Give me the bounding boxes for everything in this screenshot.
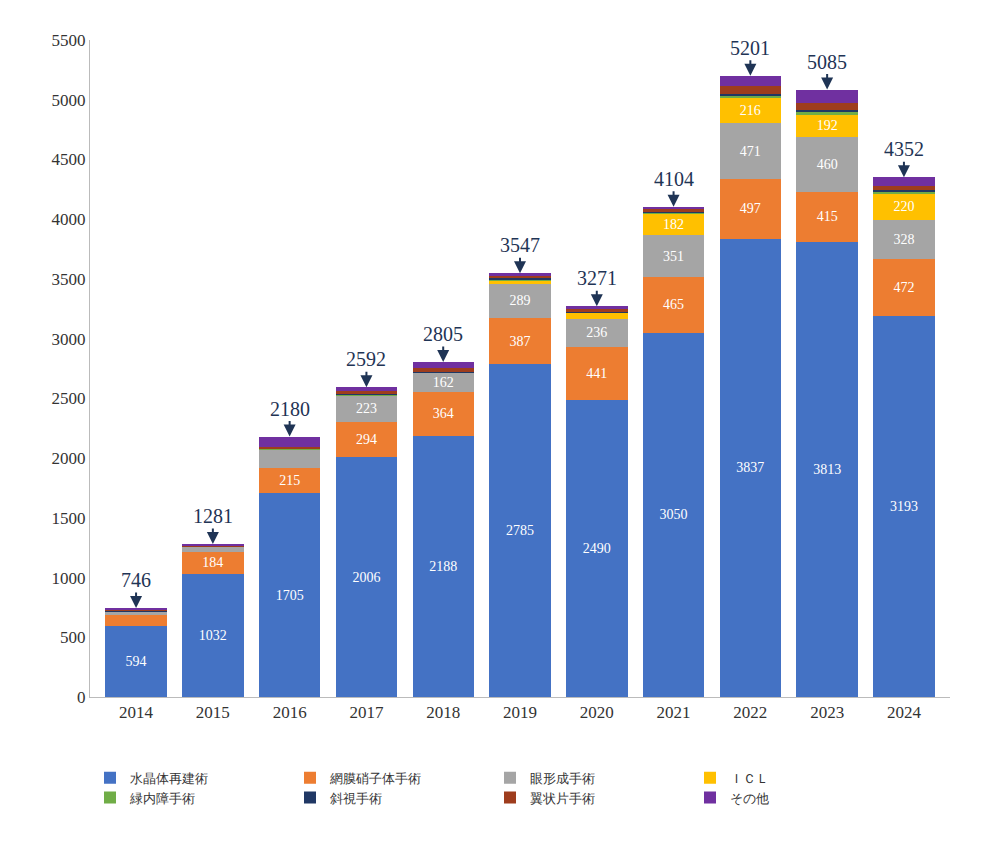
svg-text:472: 472: [893, 280, 914, 295]
svg-text:2490: 2490: [583, 541, 611, 556]
svg-text:2018: 2018: [426, 703, 460, 722]
svg-text:2180: 2180: [270, 398, 310, 420]
svg-text:294: 294: [356, 432, 377, 447]
svg-text:182: 182: [663, 217, 684, 232]
svg-text:3050: 3050: [660, 507, 688, 522]
svg-text:3837: 3837: [736, 460, 764, 475]
svg-text:水晶体再建術: 水晶体再建術: [130, 771, 208, 786]
svg-text:斜視手術: 斜視手術: [330, 791, 382, 806]
svg-text:2024: 2024: [887, 703, 922, 722]
svg-text:2017: 2017: [349, 703, 384, 722]
svg-text:4500: 4500: [52, 150, 86, 169]
svg-text:0: 0: [77, 688, 86, 707]
svg-text:2000: 2000: [52, 449, 86, 468]
svg-text:ＩＣＬ: ＩＣＬ: [730, 771, 769, 786]
svg-text:2006: 2006: [352, 570, 380, 585]
svg-text:眼形成手術: 眼形成手術: [530, 771, 595, 786]
svg-text:1032: 1032: [199, 628, 227, 643]
svg-text:1000: 1000: [52, 569, 86, 588]
svg-text:4104: 4104: [654, 168, 694, 190]
svg-text:5201: 5201: [730, 37, 770, 59]
svg-text:緑内障手術: 緑内障手術: [129, 791, 195, 806]
svg-text:215: 215: [279, 473, 300, 488]
svg-text:2592: 2592: [346, 348, 386, 370]
svg-text:3193: 3193: [890, 499, 918, 514]
svg-text:2805: 2805: [423, 323, 463, 345]
svg-text:1705: 1705: [276, 588, 304, 603]
svg-text:2016: 2016: [273, 703, 307, 722]
svg-text:746: 746: [121, 569, 151, 591]
svg-text:497: 497: [740, 201, 761, 216]
svg-text:2014: 2014: [119, 703, 154, 722]
svg-text:2023: 2023: [810, 703, 844, 722]
svg-text:5085: 5085: [807, 51, 847, 73]
svg-text:1281: 1281: [193, 505, 233, 527]
svg-text:364: 364: [433, 406, 454, 421]
svg-text:翼状片手術: 翼状片手術: [530, 791, 595, 806]
svg-text:220: 220: [893, 199, 914, 214]
svg-text:3000: 3000: [52, 330, 86, 349]
svg-text:2785: 2785: [506, 523, 534, 538]
svg-text:3813: 3813: [813, 462, 841, 477]
svg-text:3500: 3500: [52, 270, 86, 289]
svg-text:192: 192: [817, 118, 838, 133]
svg-text:その他: その他: [730, 791, 769, 806]
svg-text:223: 223: [356, 401, 377, 416]
svg-text:2020: 2020: [580, 703, 614, 722]
svg-text:網膜硝子体手術: 網膜硝子体手術: [329, 771, 421, 786]
svg-text:4352: 4352: [884, 138, 924, 160]
svg-text:236: 236: [586, 325, 607, 340]
svg-text:471: 471: [740, 144, 761, 159]
svg-text:2188: 2188: [429, 559, 457, 574]
svg-text:415: 415: [817, 209, 838, 224]
svg-text:441: 441: [586, 366, 607, 381]
svg-text:162: 162: [433, 375, 454, 390]
svg-text:387: 387: [510, 334, 531, 349]
svg-text:2019: 2019: [503, 703, 537, 722]
svg-text:216: 216: [740, 103, 761, 118]
svg-text:2500: 2500: [52, 389, 86, 408]
svg-text:3547: 3547: [500, 234, 540, 256]
svg-text:3271: 3271: [577, 267, 617, 289]
svg-text:328: 328: [893, 232, 914, 247]
svg-text:500: 500: [60, 628, 86, 647]
svg-text:2021: 2021: [657, 703, 691, 722]
svg-text:594: 594: [126, 654, 147, 669]
svg-text:1500: 1500: [52, 509, 86, 528]
svg-text:289: 289: [510, 293, 531, 308]
svg-text:465: 465: [663, 297, 684, 312]
svg-text:351: 351: [663, 249, 684, 264]
svg-text:184: 184: [202, 555, 223, 570]
svg-text:5500: 5500: [52, 31, 86, 50]
svg-text:4000: 4000: [52, 210, 86, 229]
svg-text:5000: 5000: [52, 91, 86, 110]
svg-text:460: 460: [817, 157, 838, 172]
svg-text:2015: 2015: [196, 703, 230, 722]
svg-text:2022: 2022: [733, 703, 767, 722]
